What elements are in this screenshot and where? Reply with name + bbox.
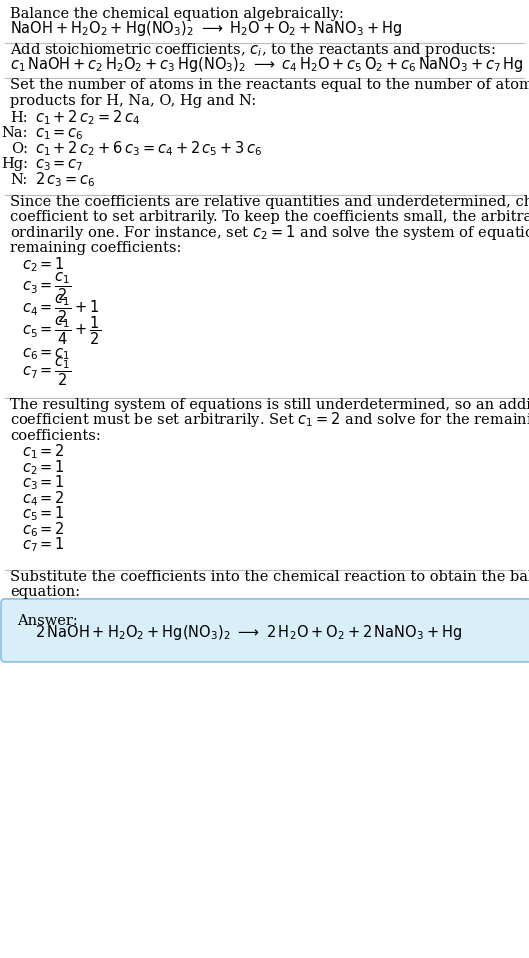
Text: Balance the chemical equation algebraically:: Balance the chemical equation algebraica… xyxy=(10,7,344,21)
Text: $c_1 = c_6$: $c_1 = c_6$ xyxy=(35,126,84,142)
Text: $\mathrm{NaOH + H_2O_2 + Hg(NO_3)_2 \ \longrightarrow \ H_2O + O_2 + NaNO_3 + Hg: $\mathrm{NaOH + H_2O_2 + Hg(NO_3)_2 \ \l… xyxy=(10,19,402,38)
Text: $c_2 = 1$: $c_2 = 1$ xyxy=(22,458,65,477)
Text: $c_3 = 1$: $c_3 = 1$ xyxy=(22,473,65,492)
Text: remaining coefficients:: remaining coefficients: xyxy=(10,241,181,255)
Text: Since the coefficients are relative quantities and underdetermined, choose a: Since the coefficients are relative quan… xyxy=(10,194,529,209)
Text: Answer:: Answer: xyxy=(17,614,78,627)
Text: Hg:: Hg: xyxy=(1,157,28,171)
Text: $2\,c_3 = c_6$: $2\,c_3 = c_6$ xyxy=(35,170,96,189)
FancyBboxPatch shape xyxy=(1,599,529,662)
Text: $c_5 = 1$: $c_5 = 1$ xyxy=(22,505,65,523)
Text: $c_4 = 2$: $c_4 = 2$ xyxy=(22,490,65,508)
Text: $c_5 = \dfrac{c_1}{4} + \dfrac{1}{2}$: $c_5 = \dfrac{c_1}{4} + \dfrac{1}{2}$ xyxy=(22,314,101,347)
Text: Na:: Na: xyxy=(2,126,28,141)
Text: $c_3 = c_7$: $c_3 = c_7$ xyxy=(35,157,84,173)
Text: products for H, Na, O, Hg and N:: products for H, Na, O, Hg and N: xyxy=(10,94,256,108)
Text: The resulting system of equations is still underdetermined, so an additional: The resulting system of equations is sti… xyxy=(10,398,529,412)
Text: $c_4 = \dfrac{c_1}{2} + 1$: $c_4 = \dfrac{c_1}{2} + 1$ xyxy=(22,293,99,325)
Text: $c_1 = 2$: $c_1 = 2$ xyxy=(22,443,65,462)
Text: ordinarily one. For instance, set $c_2 = 1$ and solve the system of equations fo: ordinarily one. For instance, set $c_2 =… xyxy=(10,222,529,241)
Text: Add stoichiometric coefficients, $c_i$, to the reactants and products:: Add stoichiometric coefficients, $c_i$, … xyxy=(10,40,496,58)
Text: $c_1 + 2\,c_2 = 2\,c_4$: $c_1 + 2\,c_2 = 2\,c_4$ xyxy=(35,108,140,126)
Text: $c_6 = 2$: $c_6 = 2$ xyxy=(22,520,65,539)
Text: $c_7 = \dfrac{c_1}{2}$: $c_7 = \dfrac{c_1}{2}$ xyxy=(22,355,72,388)
Text: $c_6 = c_1$: $c_6 = c_1$ xyxy=(22,346,70,362)
Text: $c_7 = 1$: $c_7 = 1$ xyxy=(22,536,65,555)
Text: coefficients:: coefficients: xyxy=(10,428,101,443)
Text: Set the number of atoms in the reactants equal to the number of atoms in the: Set the number of atoms in the reactants… xyxy=(10,79,529,92)
Text: $c_3 = \dfrac{c_1}{2}$: $c_3 = \dfrac{c_1}{2}$ xyxy=(22,271,72,303)
Text: H:: H: xyxy=(11,111,28,125)
Text: $c_2 = 1$: $c_2 = 1$ xyxy=(22,255,65,274)
Text: Substitute the coefficients into the chemical reaction to obtain the balanced: Substitute the coefficients into the che… xyxy=(10,570,529,583)
Text: equation:: equation: xyxy=(10,585,80,599)
Text: N:: N: xyxy=(11,172,28,187)
Text: $c_1\,\mathrm{NaOH} + c_2\,\mathrm{H_2O_2} + c_3\,\mathrm{Hg(NO_3)_2} \ \longrig: $c_1\,\mathrm{NaOH} + c_2\,\mathrm{H_2O_… xyxy=(10,56,524,74)
Text: O:: O: xyxy=(11,142,28,156)
Text: $c_1 + 2\,c_2 + 6\,c_3 = c_4 + 2\,c_5 + 3\,c_6$: $c_1 + 2\,c_2 + 6\,c_3 = c_4 + 2\,c_5 + … xyxy=(35,139,262,157)
Text: $2\,\mathrm{NaOH} + \mathrm{H_2O_2} + \mathrm{Hg(NO_3)_2} \ \longrightarrow \ 2\: $2\,\mathrm{NaOH} + \mathrm{H_2O_2} + \m… xyxy=(35,623,462,642)
Text: coefficient to set arbitrarily. To keep the coefficients small, the arbitrary va: coefficient to set arbitrarily. To keep … xyxy=(10,210,529,224)
Text: coefficient must be set arbitrarily. Set $c_1 = 2$ and solve for the remaining: coefficient must be set arbitrarily. Set… xyxy=(10,410,529,429)
